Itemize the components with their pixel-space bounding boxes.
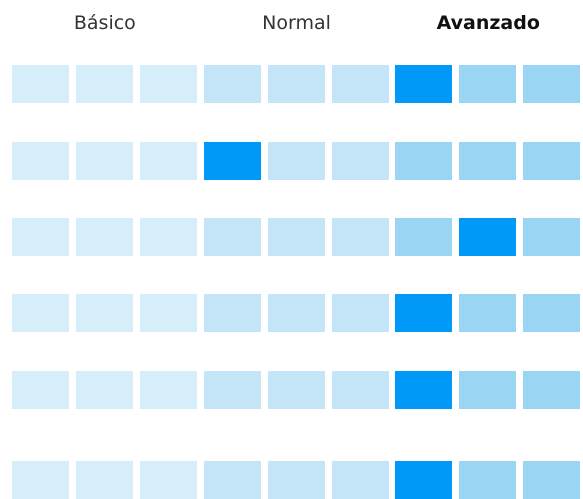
cell[interactable] [268,294,325,332]
cell[interactable] [12,65,69,103]
selected-cell[interactable] [204,142,261,180]
cell[interactable] [204,461,261,499]
cell[interactable] [459,294,516,332]
cell[interactable] [523,371,580,409]
cell[interactable] [268,142,325,180]
cell[interactable] [76,371,133,409]
cell[interactable] [12,142,69,180]
cell[interactable] [76,218,133,256]
cell[interactable] [459,142,516,180]
cell[interactable] [268,65,325,103]
cell[interactable] [523,294,580,332]
cell[interactable] [204,294,261,332]
cell[interactable] [395,218,452,256]
selected-cell[interactable] [459,218,516,256]
cell[interactable] [204,218,261,256]
selected-cell[interactable] [395,461,452,499]
cell[interactable] [12,294,69,332]
cell[interactable] [268,371,325,409]
cell[interactable] [140,65,197,103]
cell[interactable] [12,371,69,409]
cell[interactable] [76,142,133,180]
cell[interactable] [459,65,516,103]
cell[interactable] [140,461,197,499]
cell[interactable] [395,142,452,180]
cell[interactable] [76,294,133,332]
cell[interactable] [332,218,389,256]
cell[interactable] [523,142,580,180]
cell[interactable] [268,461,325,499]
cell[interactable] [523,218,580,256]
cell[interactable] [76,461,133,499]
selected-cell[interactable] [395,65,452,103]
selected-cell[interactable] [395,371,452,409]
cell[interactable] [12,218,69,256]
cell[interactable] [332,461,389,499]
cell[interactable] [140,218,197,256]
cell[interactable] [332,65,389,103]
column-header[interactable]: Normal [262,12,331,34]
cell[interactable] [76,65,133,103]
cell[interactable] [268,218,325,256]
cell[interactable] [459,371,516,409]
cell[interactable] [332,294,389,332]
column-header[interactable]: Básico [73,12,136,34]
cell[interactable] [140,294,197,332]
cell[interactable] [332,142,389,180]
cell[interactable] [12,461,69,499]
cell[interactable] [204,371,261,409]
cell[interactable] [523,65,580,103]
cell[interactable] [204,65,261,103]
column-header[interactable]: Avanzado [436,12,540,34]
cell[interactable] [140,142,197,180]
cell[interactable] [523,461,580,499]
cell[interactable] [459,461,516,499]
selected-cell[interactable] [395,294,452,332]
cell[interactable] [140,371,197,409]
cell[interactable] [332,371,389,409]
